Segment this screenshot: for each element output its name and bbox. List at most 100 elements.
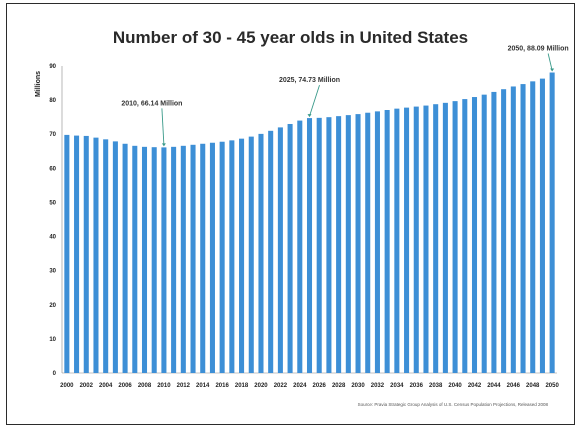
bar-2006: [122, 143, 128, 373]
x-tick-label: 2016: [215, 383, 229, 389]
bar-2008: [141, 146, 148, 373]
bar-2020: [258, 133, 264, 373]
bar-2035: [404, 107, 410, 374]
y-tick-label: 10: [49, 337, 56, 343]
y-axis-title: Millions: [35, 71, 42, 97]
annotation-arrowhead: [161, 143, 166, 147]
x-tick-label: 2010: [157, 383, 171, 389]
bar-2022: [277, 127, 283, 374]
bar-2034: [394, 108, 400, 373]
bar-2000: [64, 134, 70, 373]
bar-2048: [530, 81, 536, 373]
x-tick-label: 2032: [371, 383, 385, 389]
bar-2042: [471, 97, 478, 373]
bar-2021: [268, 130, 274, 373]
x-tick-label: 2014: [196, 383, 210, 389]
bar-2039: [442, 102, 448, 373]
bar-2012: [180, 145, 186, 373]
annotation-label: 2050, 88.09 Million: [508, 46, 569, 53]
bar-2017: [229, 140, 235, 373]
bar-2010: [161, 147, 167, 373]
bar-2045: [501, 89, 507, 373]
x-tick-label: 2012: [177, 383, 191, 389]
annotation-arrow: [309, 84, 320, 117]
bar-2040: [452, 101, 458, 373]
y-tick-label: 40: [49, 235, 56, 241]
bar-2043: [481, 94, 487, 374]
bar-2016: [219, 141, 225, 373]
y-tick-label: 70: [49, 132, 56, 138]
x-tick-label: 2044: [487, 383, 501, 389]
bar-2011: [171, 146, 177, 373]
x-tick-label: 2046: [507, 383, 521, 389]
bar-2004: [103, 139, 109, 373]
chart-title: Number of 30 - 45 year olds in United St…: [112, 28, 469, 47]
bar-2038: [433, 104, 439, 373]
bar-2037: [423, 105, 429, 373]
bar-2036: [413, 106, 419, 373]
bar-2028: [336, 116, 342, 373]
bar-2007: [132, 145, 138, 373]
bar-2001: [74, 135, 80, 373]
bar-2026: [316, 117, 322, 373]
x-tick-label: 2024: [293, 383, 307, 389]
x-tick-label: 2006: [118, 383, 132, 389]
x-tick-label: 2000: [60, 383, 74, 389]
bar-2032: [374, 111, 380, 374]
x-tick-label: 2034: [390, 383, 404, 389]
bar-2023: [287, 123, 293, 374]
bar-2005: [112, 141, 118, 373]
bar-2033: [384, 110, 390, 373]
bar-2024: [297, 120, 303, 373]
annotation-label: 2010, 66.14 Million: [121, 100, 182, 107]
bar-2003: [93, 137, 99, 373]
bar-2013: [190, 144, 196, 373]
x-tick-label: 2008: [138, 383, 152, 389]
y-tick-label: 30: [49, 269, 56, 275]
bar-2046: [510, 86, 516, 373]
x-tick-label: 2004: [99, 383, 113, 389]
x-tick-label: 2042: [468, 383, 482, 389]
bar-2014: [200, 143, 206, 373]
x-tick-label: 2018: [235, 383, 249, 389]
bar-2050: [549, 72, 555, 374]
x-tick-label: 2048: [526, 383, 540, 389]
annotation-arrow: [161, 108, 165, 146]
bar-2027: [326, 117, 332, 373]
annotation-arrowhead: [550, 68, 555, 72]
y-tick-label: 50: [49, 200, 56, 206]
x-tick-label: 2028: [332, 383, 346, 389]
x-tick-label: 2020: [254, 383, 268, 389]
x-tick-label: 2050: [545, 383, 559, 389]
source-note: Source: Pravia Strategic Group Analysis …: [358, 402, 549, 407]
bar-2041: [462, 99, 468, 373]
x-tick-label: 2038: [429, 383, 443, 389]
bar-2044: [491, 91, 497, 374]
y-tick-label: 0: [53, 371, 57, 377]
bar-2025: [306, 118, 313, 373]
bar-2049: [539, 78, 545, 374]
x-tick-label: 2022: [274, 383, 288, 389]
bar-2015: [209, 142, 215, 373]
y-tick-label: 20: [49, 303, 56, 309]
bar-2030: [355, 114, 361, 373]
x-tick-label: 2026: [313, 383, 327, 389]
x-tick-label: 2030: [351, 383, 365, 389]
bar-2009: [151, 147, 157, 373]
y-tick-label: 80: [49, 98, 56, 104]
bar-2029: [345, 115, 351, 374]
bar-2047: [520, 84, 526, 373]
y-tick-label: 90: [49, 64, 56, 70]
bar-2018: [239, 138, 245, 373]
x-tick-label: 2040: [448, 383, 462, 389]
y-tick-label: 60: [49, 166, 56, 172]
x-tick-label: 2036: [410, 383, 424, 389]
annotation-arrowhead: [307, 114, 312, 118]
annotation-label: 2025, 74.73 Million: [279, 77, 340, 84]
annotation-arrow: [547, 53, 553, 71]
x-tick-label: 2002: [80, 383, 94, 389]
bar-2019: [248, 136, 254, 373]
bar-2002: [83, 135, 89, 373]
bar-2031: [365, 112, 371, 373]
